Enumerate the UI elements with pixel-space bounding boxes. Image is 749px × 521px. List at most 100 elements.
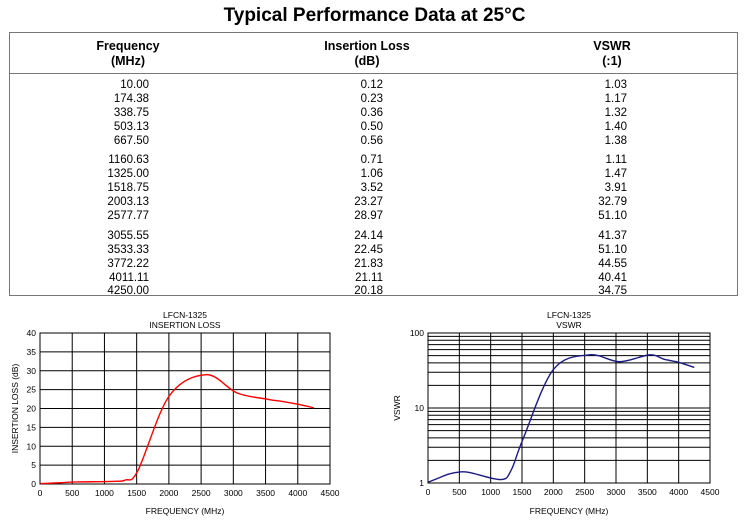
cell-frequency: 3533.33 [107, 244, 149, 256]
cell-frequency: 174.38 [113, 93, 149, 105]
page-title: Typical Performance Data at 25°C [223, 5, 526, 26]
cell-insertion-loss: 20.18 [354, 285, 383, 297]
cell-vswr: 51.10 [598, 210, 627, 222]
cell-insertion-loss: 28.97 [354, 210, 383, 222]
data-series-line [428, 354, 695, 483]
cell-vswr: 1.47 [604, 168, 627, 180]
cell-vswr: 1.32 [604, 107, 627, 119]
plot-area [39, 332, 331, 485]
x-tick-label: 3000 [607, 487, 626, 497]
x-tick-label: 1000 [481, 487, 500, 497]
cell-frequency: 2003.13 [107, 196, 149, 208]
header-insertion-loss-unit: (dB) [354, 54, 380, 68]
header-insertion-loss: Insertion Loss (dB) [287, 39, 447, 69]
cell-vswr: 41.37 [598, 230, 627, 242]
x-axis-label: FREQUENCY (MHz) [146, 506, 225, 516]
cell-vswr: 32.79 [598, 196, 627, 208]
cell-frequency: 4250.00 [107, 285, 149, 297]
cell-insertion-loss: 0.56 [360, 135, 383, 147]
x-tick-label: 4500 [321, 488, 340, 498]
cell-insertion-loss: 0.71 [360, 154, 383, 166]
chart-title: LFCN-1325 [163, 310, 207, 320]
x-tick-label: 2500 [192, 488, 211, 498]
plot-area [427, 332, 711, 484]
x-tick-label: 2500 [575, 487, 594, 497]
header-insertion-loss-label: Insertion Loss [324, 39, 410, 53]
header-frequency-unit: (MHz) [110, 54, 145, 68]
performance-table: Frequency (MHz) Insertion Loss (dB) VSWR (:… [9, 32, 738, 297]
x-tick-label: 4000 [669, 487, 688, 497]
header-frequency-label: Frequency [96, 39, 160, 53]
x-tick-label: 1000 [95, 488, 114, 498]
cell-frequency: 2577.77 [107, 210, 149, 222]
cell-vswr: 1.17 [604, 93, 627, 105]
x-tick-label: 3500 [638, 487, 657, 497]
cell-frequency: 503.13 [113, 121, 149, 133]
cell-frequency: 4011.11 [109, 272, 149, 284]
x-tick-label: 1500 [513, 487, 532, 497]
cell-insertion-loss: 0.50 [360, 121, 383, 133]
cell-insertion-loss: 24.14 [354, 230, 383, 242]
cell-vswr: 3.91 [604, 182, 627, 194]
chart-subtitle: INSERTION LOSS [149, 320, 220, 330]
x-axis-label: FREQUENCY (MHz) [530, 506, 609, 516]
cell-vswr: 40.41 [598, 272, 627, 284]
header-frequency: Frequency (MHz) [48, 39, 208, 69]
cell-insertion-loss: 0.12 [360, 79, 383, 91]
cell-frequency: 3055.55 [107, 230, 149, 242]
cell-vswr: 44.55 [598, 258, 627, 270]
cell-frequency: 667.50 [113, 135, 149, 147]
cell-frequency: 338.75 [113, 107, 149, 119]
cell-insertion-loss: 3.52 [360, 182, 383, 194]
x-tick-label: 1500 [127, 488, 146, 498]
cell-vswr: 1.03 [604, 79, 627, 91]
x-tick-label: 4000 [288, 488, 307, 498]
cell-vswr: 1.11 [605, 154, 627, 166]
cell-vswr: 34.75 [598, 285, 627, 297]
x-tick-label: 500 [452, 487, 466, 497]
cell-frequency: 1160.63 [108, 154, 149, 166]
cell-insertion-loss: 0.36 [360, 107, 383, 119]
x-tick-label: 500 [65, 488, 79, 498]
data-series-line [40, 373, 315, 485]
x-tick-label: 3000 [224, 488, 243, 498]
cell-frequency: 3772.22 [107, 258, 149, 270]
header-vswr: VSWR (:1) [532, 39, 692, 69]
x-tick-label: 2000 [159, 488, 178, 498]
chart-subtitle: VSWR [556, 320, 582, 330]
cell-insertion-loss: 21.11 [355, 272, 383, 284]
cell-vswr: 51.10 [598, 244, 627, 256]
header-vswr-unit: (:1) [602, 54, 622, 68]
y-tick-label: 40 [27, 328, 37, 338]
x-tick-label: 0 [38, 488, 43, 498]
cell-vswr: 1.40 [604, 121, 627, 133]
cell-insertion-loss: 22.45 [354, 244, 383, 256]
cell-insertion-loss: 1.06 [360, 168, 383, 180]
x-tick-label: 3500 [256, 488, 275, 498]
header-divider [10, 73, 737, 74]
y-tick-label: 15 [27, 422, 37, 432]
y-tick-label: 100 [410, 328, 424, 338]
y-tick-label: 20 [27, 404, 37, 414]
header-vswr-label: VSWR [593, 39, 631, 53]
chart-title: LFCN-1325 [547, 310, 591, 320]
y-axis-label: VSWR [392, 395, 402, 421]
x-tick-label: 0 [426, 487, 431, 497]
cell-insertion-loss: 0.23 [360, 93, 383, 105]
cell-frequency: 1518.75 [107, 182, 149, 194]
y-tick-label: 30 [27, 366, 37, 376]
y-tick-label: 25 [27, 385, 37, 395]
y-tick-label: 0 [31, 479, 36, 489]
y-tick-label: 10 [415, 403, 425, 413]
y-tick-label: 1 [419, 478, 424, 488]
x-tick-label: 4500 [701, 487, 720, 497]
y-axis-label: INSERTION LOSS (dB) [10, 364, 20, 454]
y-tick-label: 10 [27, 441, 37, 451]
y-tick-label: 35 [27, 347, 37, 357]
cell-insertion-loss: 23.27 [354, 196, 383, 208]
cell-insertion-loss: 21.83 [354, 258, 383, 270]
cell-frequency: 1325.00 [107, 168, 149, 180]
cell-frequency: 10.00 [120, 79, 149, 91]
x-tick-label: 2000 [544, 487, 563, 497]
